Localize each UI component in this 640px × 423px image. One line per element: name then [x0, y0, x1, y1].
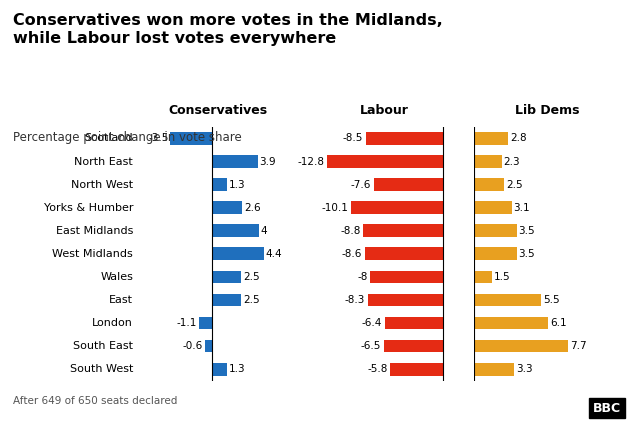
Bar [212, 271, 241, 283]
Text: -6.5: -6.5 [361, 341, 381, 351]
Text: West Midlands: West Midlands [52, 249, 133, 259]
Bar [212, 294, 241, 306]
Text: 3.5: 3.5 [518, 249, 535, 259]
Bar [365, 247, 443, 260]
Text: East: East [109, 295, 133, 305]
Bar [385, 317, 443, 330]
Text: Labour: Labour [360, 104, 408, 117]
Bar [474, 224, 516, 237]
Bar [368, 294, 443, 306]
Bar [474, 132, 508, 145]
Text: 5.5: 5.5 [543, 295, 559, 305]
Bar [474, 155, 502, 168]
Bar [212, 201, 243, 214]
Text: Conservatives won more votes in the Midlands,
while Labour lost votes everywhere: Conservatives won more votes in the Midl… [13, 13, 442, 46]
Text: South East: South East [73, 341, 133, 351]
Bar [364, 224, 443, 237]
Bar [351, 201, 443, 214]
Bar [212, 224, 259, 237]
Text: 2.5: 2.5 [506, 180, 523, 190]
Bar [170, 132, 212, 145]
Text: 4.4: 4.4 [266, 249, 282, 259]
Text: -8.3: -8.3 [345, 295, 365, 305]
Text: -12.8: -12.8 [298, 157, 324, 167]
Text: Scotland: Scotland [84, 133, 133, 143]
Text: -8.8: -8.8 [340, 226, 360, 236]
Text: -6.4: -6.4 [362, 318, 382, 328]
Bar [371, 271, 443, 283]
Text: 2.5: 2.5 [243, 272, 260, 282]
Text: 3.3: 3.3 [516, 364, 532, 374]
Text: After 649 of 650 seats declared: After 649 of 650 seats declared [13, 396, 177, 406]
Text: -8: -8 [357, 272, 368, 282]
Bar [474, 178, 504, 191]
Bar [212, 178, 227, 191]
Bar [474, 247, 516, 260]
Bar [327, 155, 443, 168]
Text: Yorks & Humber: Yorks & Humber [44, 203, 133, 213]
Text: -7.6: -7.6 [351, 180, 371, 190]
Text: -5.8: -5.8 [367, 364, 388, 374]
Text: -8.5: -8.5 [343, 133, 364, 143]
Text: South West: South West [70, 364, 133, 374]
Text: -1.1: -1.1 [177, 318, 197, 328]
Bar [474, 294, 541, 306]
Text: 1.3: 1.3 [229, 364, 246, 374]
Bar [205, 340, 212, 352]
Bar [474, 317, 548, 330]
Text: -3.5: -3.5 [148, 133, 168, 143]
Text: Wales: Wales [100, 272, 133, 282]
Text: -0.6: -0.6 [182, 341, 203, 351]
Text: London: London [92, 318, 133, 328]
Text: 4: 4 [260, 226, 268, 236]
Bar [198, 317, 212, 330]
Text: North West: North West [71, 180, 133, 190]
Bar [474, 201, 511, 214]
Bar [384, 340, 443, 352]
Bar [474, 271, 492, 283]
Bar [390, 363, 443, 376]
Bar [374, 178, 443, 191]
Bar [212, 363, 227, 376]
Text: 1.5: 1.5 [494, 272, 511, 282]
Bar [474, 340, 568, 352]
Text: 6.1: 6.1 [550, 318, 567, 328]
Text: East Midlands: East Midlands [56, 226, 133, 236]
Text: 3.5: 3.5 [518, 226, 535, 236]
Text: Lib Dems: Lib Dems [515, 104, 579, 117]
Text: 1.3: 1.3 [229, 180, 246, 190]
Text: BBC: BBC [593, 401, 621, 415]
Text: 2.5: 2.5 [243, 295, 260, 305]
Text: 2.8: 2.8 [510, 133, 527, 143]
Text: 2.3: 2.3 [504, 157, 520, 167]
Text: -8.6: -8.6 [342, 249, 362, 259]
Text: North East: North East [74, 157, 133, 167]
Bar [212, 155, 258, 168]
Text: Percentage point change in vote share: Percentage point change in vote share [13, 131, 241, 144]
Text: 2.6: 2.6 [244, 203, 261, 213]
Text: Conservatives: Conservatives [168, 104, 267, 117]
Text: 7.7: 7.7 [570, 341, 586, 351]
Bar [474, 363, 514, 376]
Text: 3.1: 3.1 [513, 203, 530, 213]
Text: -10.1: -10.1 [322, 203, 349, 213]
Bar [212, 247, 264, 260]
Text: 3.9: 3.9 [260, 157, 276, 167]
Bar [366, 132, 443, 145]
